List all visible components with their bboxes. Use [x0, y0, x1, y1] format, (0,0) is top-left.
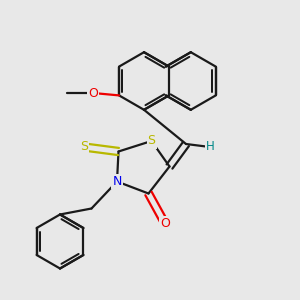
Text: H: H	[206, 140, 214, 154]
Text: O: O	[88, 86, 98, 100]
Text: S: S	[148, 134, 155, 148]
Text: N: N	[112, 175, 122, 188]
Text: S: S	[80, 140, 88, 154]
Text: O: O	[160, 217, 170, 230]
